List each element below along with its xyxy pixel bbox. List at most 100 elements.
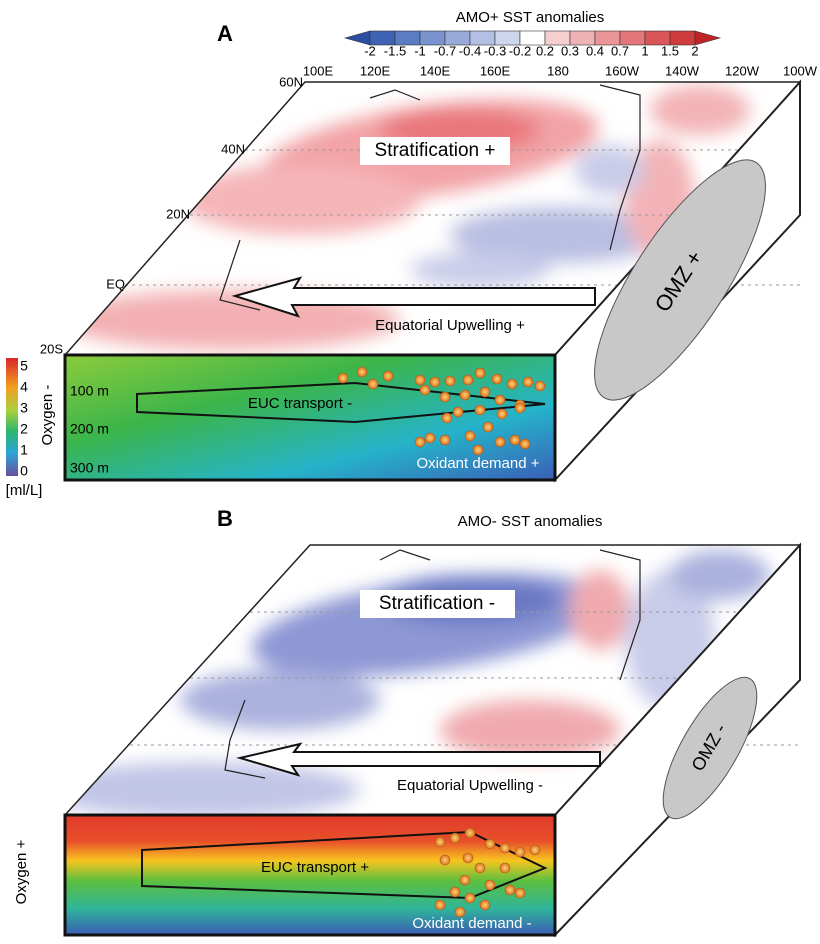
longitude-label: 180 — [547, 63, 569, 78]
oxygen-tick-label: 0 — [20, 463, 28, 479]
latitude-label: EQ — [106, 276, 125, 291]
particle — [515, 847, 525, 857]
particle — [523, 377, 533, 387]
particle — [495, 395, 505, 405]
colorbar-tick-label: -1 — [414, 43, 426, 58]
longitude-label: 120E — [360, 63, 391, 78]
panel-label: A — [217, 21, 233, 46]
particle — [480, 900, 490, 910]
figure: Stratification + Equatorial Upwelling + … — [0, 0, 820, 939]
oxygen-tick-label: 1 — [20, 442, 28, 458]
longitude-label: 140E — [420, 63, 451, 78]
oxidant-label: Oxidant demand + — [417, 455, 540, 472]
particle — [473, 445, 483, 455]
particle — [463, 853, 473, 863]
colorbar-title: AMO+ SST anomalies — [456, 9, 605, 26]
colorbar-tick-label: -0.4 — [459, 43, 481, 58]
panel-b: Stratification - Equatorial Upwelling - … — [13, 506, 800, 935]
colorbar-tick-label: -0.2 — [509, 43, 531, 58]
particle — [338, 373, 348, 383]
particle — [497, 409, 507, 419]
particle — [460, 390, 470, 400]
particle — [425, 433, 435, 443]
particle — [500, 863, 510, 873]
latitude-label: 20N — [166, 206, 190, 221]
particle — [465, 828, 475, 838]
colorbar-tick-label: 2 — [691, 43, 698, 58]
particle — [475, 405, 485, 415]
stratification-label: Stratification - — [379, 593, 495, 614]
colorbar-tick-label: 0.7 — [611, 43, 629, 58]
upwelling-label: Equatorial Upwelling + — [375, 317, 525, 334]
particle — [530, 845, 540, 855]
particle — [383, 371, 393, 381]
particle — [450, 833, 460, 843]
latitude-label: 60N — [279, 74, 303, 89]
depth-label: 200 m — [70, 421, 109, 437]
colorbar-tick-label: 0.2 — [536, 43, 554, 58]
particle — [535, 381, 545, 391]
oxidant-label: Oxidant demand - — [412, 915, 531, 932]
particle — [485, 880, 495, 890]
particle — [450, 887, 460, 897]
longitude-label: 140W — [665, 63, 700, 78]
particle — [420, 385, 430, 395]
particle — [435, 900, 445, 910]
colorbar-tick-label: -0.7 — [434, 43, 456, 58]
colorbar-tick-label: -1.5 — [384, 43, 406, 58]
depth-label: 300 m — [70, 460, 109, 476]
oxygen-tick-label: 5 — [20, 358, 28, 374]
particle — [435, 837, 445, 847]
panel-label: B — [217, 506, 233, 531]
particle — [515, 888, 525, 898]
oxygen-unit: [ml/L] — [6, 482, 43, 499]
particle — [440, 435, 450, 445]
stratification-label: Stratification + — [375, 140, 496, 161]
particle — [368, 379, 378, 389]
title: AMO- SST anomalies — [458, 513, 603, 530]
longitude-label: 160W — [605, 63, 640, 78]
particle — [465, 431, 475, 441]
depth-labels: 100 m 200 m 300 m — [70, 383, 109, 476]
particle — [480, 387, 490, 397]
particle — [495, 437, 505, 447]
particle — [453, 407, 463, 417]
particle — [507, 379, 517, 389]
particle — [445, 376, 455, 386]
particle — [442, 413, 452, 423]
depth-label: 100 m — [70, 383, 109, 399]
particle — [520, 439, 530, 449]
particle — [515, 403, 525, 413]
oxygen-title: Oxygen + — [13, 839, 30, 904]
particle — [463, 375, 473, 385]
particle — [485, 839, 495, 849]
particle — [500, 843, 510, 853]
particle — [510, 435, 520, 445]
particle — [475, 368, 485, 378]
particle — [357, 367, 367, 377]
colorbar-cell — [695, 31, 720, 45]
particle — [492, 374, 502, 384]
particle — [440, 392, 450, 402]
oxygen-colorbar — [6, 358, 18, 476]
particle — [415, 375, 425, 385]
longitude-label: 100E — [303, 63, 334, 78]
colorbar-tick-label: -2 — [364, 43, 376, 58]
particle — [465, 893, 475, 903]
particle — [440, 855, 450, 865]
euc-label: EUC transport - — [248, 395, 352, 412]
particle — [415, 437, 425, 447]
oxygen-tick-label: 3 — [20, 400, 28, 416]
colorbar-tick-label: 0.3 — [561, 43, 579, 58]
longitude-label: 100W — [783, 63, 818, 78]
oxygen-title: Oxygen - — [39, 385, 56, 446]
colorbar-tick-label: -0.3 — [484, 43, 506, 58]
colorbar-tick-label: 1.5 — [661, 43, 679, 58]
euc-label: EUC transport + — [261, 859, 369, 876]
colorbar-tick-label: 0.4 — [586, 43, 604, 58]
latitude-label: 20S — [40, 341, 63, 356]
longitude-label: 160E — [480, 63, 511, 78]
